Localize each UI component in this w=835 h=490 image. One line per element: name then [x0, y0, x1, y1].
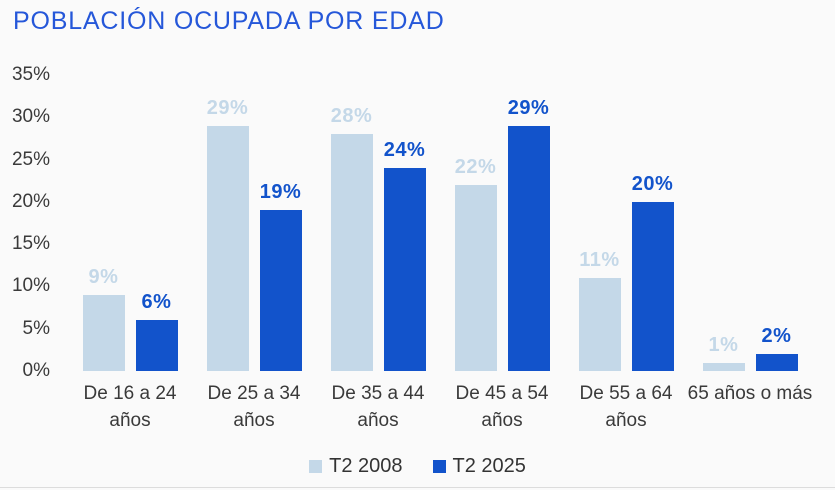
x-axis-label-2: De 25 a 34 años	[207, 383, 301, 431]
bar-t2-2025	[259, 210, 302, 371]
bar-t2-2025	[507, 125, 550, 371]
bar-column: 20%	[631, 172, 674, 371]
x-axis-label-6: 65 años o más	[687, 383, 813, 404]
bar-column: 9%	[82, 265, 125, 371]
bar-value-label: 29%	[206, 96, 249, 119]
legend-label: T2 2008	[329, 455, 403, 477]
bar-column: 24%	[383, 139, 426, 371]
legend-item-t2-2025: T2 2025	[432, 455, 526, 478]
y-axis-tick-5: 5%	[22, 317, 50, 339]
bar-t2-2008	[702, 362, 745, 371]
bar-value-label: 19%	[259, 181, 302, 204]
bar-group-5: 11% 20%	[578, 172, 674, 371]
legend-label: T2 2025	[452, 455, 526, 477]
x-axis-label-5: De 55 a 64 años	[579, 383, 673, 431]
bar-value-label: 2%	[761, 325, 792, 348]
y-axis-tick-15: 15%	[11, 233, 50, 255]
bar-t2-2008	[330, 134, 373, 371]
bar-value-label: 29%	[507, 96, 550, 119]
bar-t2-2008	[206, 125, 249, 371]
bar-column: 29%	[507, 96, 550, 371]
bar-column: 6%	[135, 291, 178, 371]
bar-value-label: 9%	[88, 265, 119, 288]
y-axis-tick-20: 20%	[11, 190, 50, 212]
bar-column: 28%	[330, 105, 373, 371]
bar-value-label: 22%	[454, 155, 497, 178]
bar-t2-2008	[82, 294, 125, 371]
bar-column: 22%	[454, 155, 497, 371]
chart-title: POBLACIÓN OCUPADA POR EDAD	[13, 7, 445, 35]
bar-group-2: 29% 19%	[206, 96, 302, 371]
x-axis-label-3: De 35 a 44 años	[331, 383, 425, 431]
y-axis-tick-10: 10%	[11, 275, 50, 297]
bar-value-label: 20%	[631, 172, 674, 195]
bar-column: 29%	[206, 96, 249, 371]
bar-t2-2025	[631, 201, 674, 371]
legend-swatch-icon	[309, 460, 323, 473]
bar-column: 2%	[755, 325, 798, 371]
legend-swatch-icon	[432, 460, 446, 473]
y-axis-tick-25: 25%	[11, 148, 50, 170]
bar-value-label: 1%	[708, 333, 739, 356]
bar-group-1: 9% 6%	[82, 265, 178, 371]
y-axis-tick-30: 30%	[11, 106, 50, 128]
bar-t2-2008	[454, 184, 497, 371]
bar-value-label: 6%	[141, 291, 172, 314]
bar-column: 11%	[578, 248, 621, 371]
bar-t2-2025	[135, 320, 178, 371]
bar-value-label: 11%	[579, 248, 620, 271]
bar-t2-2008	[578, 277, 621, 371]
chart-legend: T2 2008 T2 2025	[0, 455, 835, 478]
bar-group-6: 1% 2%	[702, 325, 798, 371]
bar-column: 19%	[259, 181, 302, 371]
bar-value-label: 28%	[330, 105, 373, 128]
y-axis-tick-35: 35%	[11, 64, 50, 85]
y-axis-tick-0: 0%	[22, 360, 50, 381]
bar-value-label: 24%	[383, 139, 426, 162]
x-axis-label-4: De 45 a 54 años	[455, 383, 549, 431]
legend-item-t2-2008: T2 2008	[309, 455, 403, 478]
bar-t2-2025	[755, 354, 798, 371]
bar-column: 1%	[702, 333, 745, 371]
bar-group-3: 28% 24%	[330, 105, 426, 371]
bar-t2-2025	[383, 168, 426, 371]
x-axis-label-1: De 16 a 24 años	[83, 383, 177, 431]
bar-group-4: 22% 29%	[454, 96, 550, 371]
bottom-divider	[0, 487, 835, 488]
